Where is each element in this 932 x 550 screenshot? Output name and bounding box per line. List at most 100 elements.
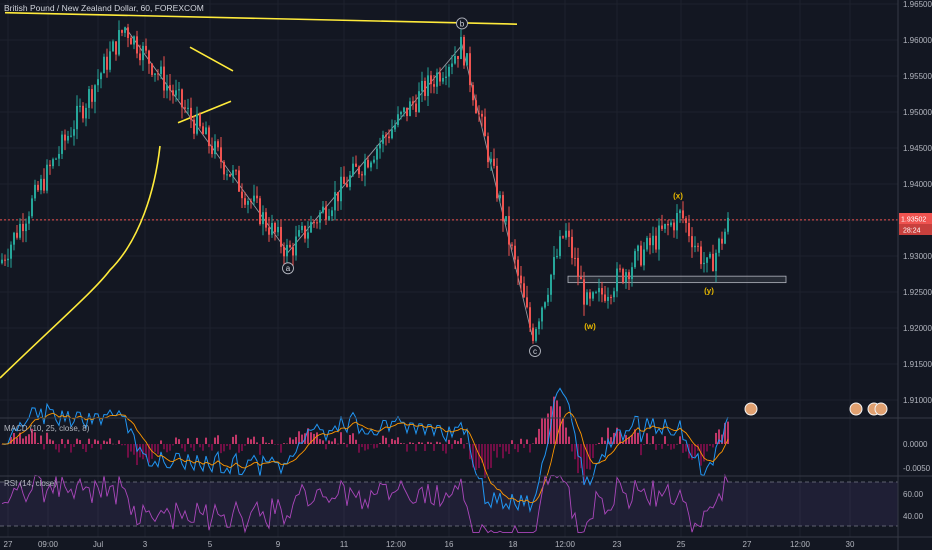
candle-body [58,153,60,159]
curve-line[interactable] [0,145,161,379]
candle-body [478,113,480,115]
macd-histogram-bar [349,434,351,444]
candle-body [613,291,615,298]
macd-histogram-bar [448,439,450,444]
candle-body [106,56,108,70]
candle-body [520,275,522,284]
candle-body [370,162,372,168]
candle-body [265,212,267,228]
wave-label-circle[interactable] [529,345,541,357]
candle-body [466,53,468,66]
candle-body [193,119,195,134]
candle-body [628,272,630,280]
macd-histogram-bar [373,444,375,449]
candle-body [289,244,291,248]
candle-body [493,158,495,166]
candle-body [169,85,171,91]
candle-body [172,90,174,96]
macd-histogram-bar [547,413,549,444]
candle-body [415,103,417,113]
candle-body [580,276,582,280]
candle-body [649,237,651,246]
macd-histogram-bar [505,444,507,452]
rsi-label[interactable]: RSI (14, close) [4,479,57,488]
macd-histogram-bar [718,429,720,444]
candle-body [496,165,498,199]
candle-body [268,227,270,235]
countdown-text: 28:24 [903,228,921,235]
triangle-lower[interactable] [177,100,232,124]
candle-body [253,195,255,202]
candle-body [55,158,57,160]
top-trendline[interactable] [4,11,518,25]
candle-body [238,170,240,192]
macd-histogram-bar [466,443,468,444]
macd-histogram-bar [40,435,42,444]
macd-histogram-bar [343,442,345,444]
candle-body [460,36,462,60]
candle-body [679,210,681,214]
x-tick-label: 23 [613,540,622,549]
candle-body [364,159,366,176]
macd-histogram-bar [631,435,633,444]
candle-body [409,101,411,117]
macd-histogram-bar [397,437,399,444]
candle-body [160,66,162,75]
macd-histogram-bar [31,428,33,444]
macd-histogram-bar [79,440,81,444]
wave-label-circle[interactable] [456,17,468,30]
x-tick-label: 27 [743,540,752,549]
macd-histogram-bar [220,444,222,454]
candle-body [304,225,306,239]
y-tick-label: 1.94500 [903,144,932,153]
event-badge[interactable] [874,402,888,416]
candle-body [205,127,207,135]
candle-body [694,245,696,248]
candle-body [700,246,702,265]
triangle-upper[interactable] [189,46,234,72]
y-tick-label: 1.92500 [903,288,932,297]
macd-histogram-bar [244,444,246,446]
macd-histogram-bar [94,439,96,444]
wave-label-circle[interactable] [282,262,294,275]
macd-histogram-bar [577,444,579,474]
support-zone[interactable] [567,275,787,284]
macd-histogram-bar [601,437,603,444]
candle-body [439,72,441,82]
candle-body [511,244,513,246]
macd-histogram-bar [106,441,108,444]
candle-body [76,105,78,130]
macd-histogram-bar [340,432,342,444]
candle-body [565,230,567,238]
macd-histogram-bar [658,444,660,445]
macd-histogram-bar [622,442,624,444]
macd-label[interactable]: MACD (10, 25, close, 8) [4,424,90,433]
macd-histogram-bar [157,444,159,455]
event-badge[interactable] [744,402,758,416]
macd-histogram-bar [361,444,363,448]
x-tick-label: 18 [509,540,518,549]
candle-body [655,235,657,250]
candle-body [532,327,534,341]
candle-body [70,135,72,137]
macd-histogram-bar [679,436,681,444]
candle-body [31,198,33,217]
candle-body [430,75,432,85]
macd-histogram-bar [286,443,288,445]
macd-histogram-bar [241,444,243,452]
candle-body [598,288,600,293]
macd-histogram-bar [439,442,441,444]
candle-body [697,245,699,247]
wave-label: (x) [673,192,683,201]
event-badge[interactable] [849,402,863,416]
macd-histogram-bar [328,440,330,444]
macd-histogram-bar [298,431,300,444]
macd-histogram-bar [445,444,447,454]
candle-body [64,134,66,141]
macd-histogram-bar [655,444,657,450]
macd-histogram-bar [322,440,324,444]
macd-histogram-bar [646,433,648,444]
macd-histogram-bar [172,444,174,446]
candle-body [508,216,510,245]
